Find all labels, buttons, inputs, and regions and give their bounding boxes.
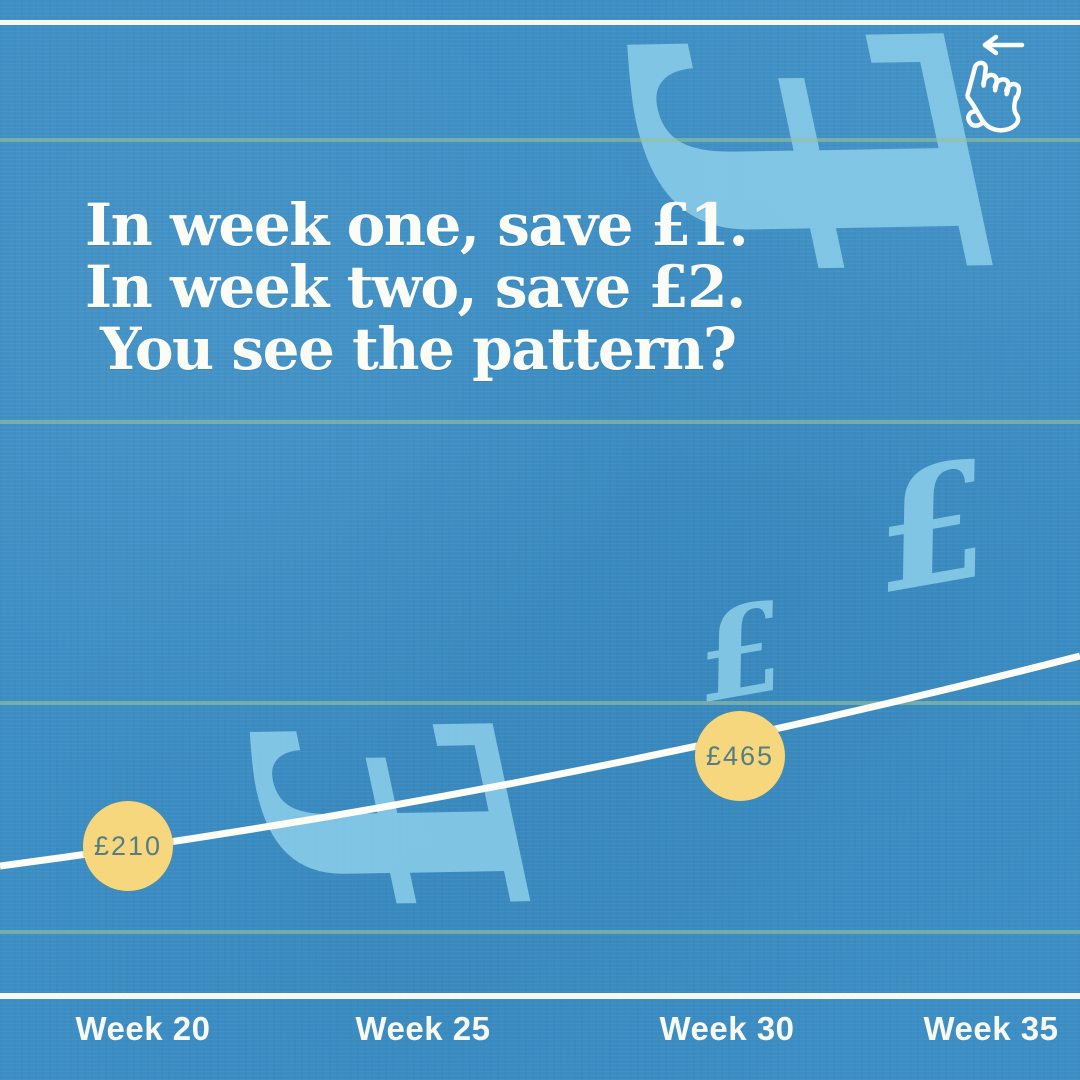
headline: In week one, save £1. In week two, save … xyxy=(85,191,749,383)
x-axis-line xyxy=(0,993,1080,999)
headline-line-3: You see the pattern? xyxy=(100,315,737,383)
left-arrow-icon xyxy=(982,34,1025,56)
x-tick-week-35: Week 35 xyxy=(923,1010,1059,1047)
headline-line-1: In week one, save £1. xyxy=(85,191,749,259)
x-tick-week-25: Week 25 xyxy=(355,1010,491,1047)
data-point-label: £210 xyxy=(93,830,163,861)
data-point-label: £465 xyxy=(705,740,775,771)
gridline xyxy=(0,420,1080,424)
gridline xyxy=(0,701,1080,705)
gridline xyxy=(0,930,1080,934)
x-tick-week-20: Week 20 xyxy=(75,1010,211,1047)
headline-line-2: In week two, save £2. xyxy=(85,253,746,321)
x-tick-week-30: Week 30 xyxy=(659,1010,795,1047)
data-point-week30: £465 xyxy=(695,711,785,801)
swipe-left-hint[interactable] xyxy=(958,23,1070,135)
top-rule xyxy=(0,20,1080,25)
data-point-week20: £210 xyxy=(83,801,173,891)
gridline xyxy=(0,138,1080,142)
pointing-hand-icon xyxy=(965,60,1022,133)
